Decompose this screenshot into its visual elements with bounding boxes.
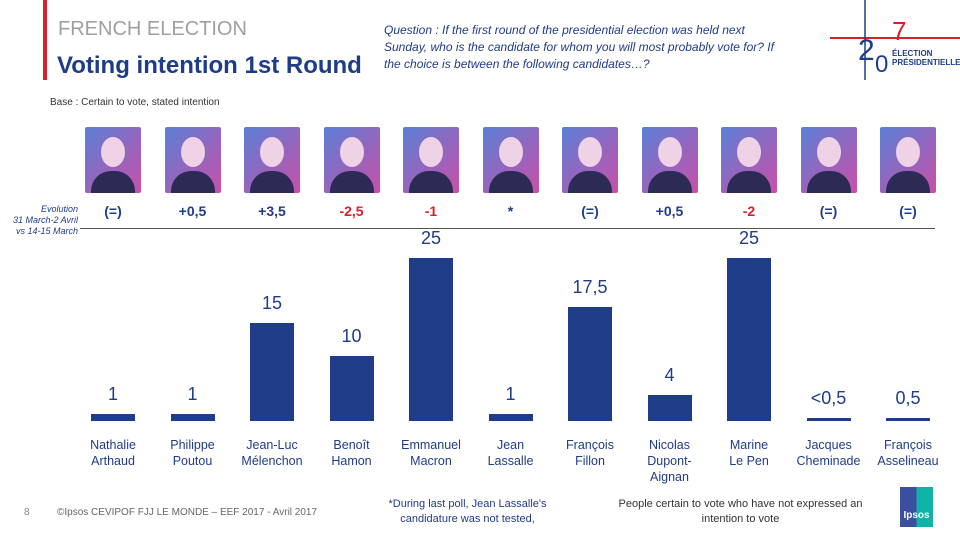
data-label: 10 xyxy=(341,325,362,346)
svg-text:PRÉSIDENTIELLE: PRÉSIDENTIELLE xyxy=(892,58,960,67)
bar xyxy=(488,414,533,421)
kicker: FRENCH ELECTION xyxy=(58,18,247,40)
candidate-portrait xyxy=(85,127,141,193)
candidate-name: Philippe Poutou xyxy=(148,437,238,469)
data-label: <0,5 xyxy=(810,387,847,408)
data-label: 17,5 xyxy=(572,276,608,297)
candidate-name-line: Jean-Luc xyxy=(246,438,298,452)
candidate-name-line: Benoît xyxy=(333,438,370,452)
evolution-value: -2 xyxy=(742,203,756,219)
bar xyxy=(170,414,215,421)
candidate-portrait xyxy=(721,127,777,193)
evolution-value: (=) xyxy=(104,203,122,219)
candidate-name: Benoît Hamon xyxy=(307,437,397,469)
candidate-portrait xyxy=(562,127,618,193)
question-text: Question : If the first round of the pre… xyxy=(384,23,774,71)
evolution-label-line: vs 14-15 March xyxy=(15,226,78,236)
candidate-name: François Asselineau xyxy=(863,437,953,469)
candidate-name-line: Fillon xyxy=(575,454,605,468)
candidate-name-line: Emmanuel xyxy=(401,438,461,452)
evolution-label-line: 31 March-2 Avril xyxy=(12,215,78,225)
copyright: ©Ipsos CEVIPOF FJJ LE MONDE – EEF 2017 -… xyxy=(57,507,318,518)
base-note: Base : Certain to vote, stated intention xyxy=(50,97,220,108)
data-label: 1 xyxy=(505,384,516,405)
ipsos-logo: Ipsos xyxy=(900,487,933,527)
data-label: 4 xyxy=(664,364,675,385)
candidate-name-line: Philippe xyxy=(170,438,215,452)
candidate-name-line: Cheminade xyxy=(796,454,861,468)
svg-text:7: 7 xyxy=(892,16,906,46)
data-label: 1 xyxy=(187,384,198,405)
evolution-value: -1 xyxy=(424,203,438,219)
candidate-name-line: Aignan xyxy=(650,470,689,484)
evolution-value: +0,5 xyxy=(655,203,684,219)
candidate-name-line: Nathalie xyxy=(90,438,136,452)
candidate-name: François Fillon xyxy=(545,437,635,469)
candidate-name-line: Le Pen xyxy=(729,454,769,468)
evolution-value: (=) xyxy=(899,203,917,219)
candidate-name-line: Macron xyxy=(410,454,452,468)
evolution-value: * xyxy=(507,203,514,219)
candidate-name-line: Nicolas xyxy=(649,438,690,452)
candidate-name-line: Poutou xyxy=(172,454,213,468)
candidate-portrait xyxy=(880,127,936,193)
candidate-name-line: Marine xyxy=(729,438,769,452)
candidate-name: Nicolas Dupont- Aignan xyxy=(625,437,715,485)
evolution-value: (=) xyxy=(581,203,599,219)
candidate-portrait xyxy=(244,127,300,193)
page-title: Voting intention 1st Round xyxy=(57,52,362,79)
candidate-name-line: Arthaud xyxy=(91,454,135,468)
bar xyxy=(727,258,771,421)
footnote-undeclared: People certain to vote who have not expr… xyxy=(618,498,863,525)
bar xyxy=(409,258,453,421)
candidate-name: Jean-Luc Mélenchon xyxy=(227,437,317,469)
candidate-portrait xyxy=(403,127,459,193)
page-number: 8 xyxy=(24,507,30,518)
candidate-name: Jean Lassalle xyxy=(466,437,556,469)
candidate-portrait xyxy=(800,127,857,193)
evolution-value: +0,5 xyxy=(178,203,207,219)
data-label: 25 xyxy=(420,228,442,248)
data-label: 15 xyxy=(261,293,283,314)
candidate-name: Jacques Cheminade xyxy=(784,437,874,469)
accent-bar xyxy=(43,0,47,80)
footnote-lassalle: *During last poll, Jean Lassalle's candi… xyxy=(388,498,547,525)
candidate-name: Nathalie Arthaud xyxy=(68,437,158,469)
bar xyxy=(886,417,930,421)
bar xyxy=(329,355,374,421)
svg-text:0: 0 xyxy=(875,51,888,78)
data-label: 1 xyxy=(107,384,118,405)
candidate-name-line: Dupont- xyxy=(647,454,692,468)
data-label: 0,5 xyxy=(895,387,921,408)
svg-text:ÉLECTION: ÉLECTION xyxy=(892,49,933,58)
data-label: 25 xyxy=(738,228,760,248)
election-2017-logo: 2 0 7 ÉLECTION PRÉSIDENTIELLE xyxy=(830,0,960,80)
bar xyxy=(568,306,612,421)
candidate-name-line: François xyxy=(884,438,932,452)
candidate-portrait xyxy=(482,127,539,193)
bar xyxy=(647,394,692,421)
candidate-name-line: Jean xyxy=(496,438,525,452)
evolution-label-line: Evolution xyxy=(40,204,78,214)
candidate-name-line: Lassalle xyxy=(487,454,534,468)
candidate-name-line: Asselineau xyxy=(877,454,939,468)
evolution-value: +3,5 xyxy=(258,203,286,219)
candidate-portrait xyxy=(641,127,698,193)
bar xyxy=(250,323,294,421)
candidate-name: Marine Le Pen xyxy=(704,437,794,469)
bar xyxy=(806,417,851,421)
evolution-label: Evolution 31 March-2 Avril vs 14-15 Marc… xyxy=(0,204,78,237)
candidate-name-line: Mélenchon xyxy=(241,454,303,468)
candidate-portrait xyxy=(164,127,221,193)
candidate-name-line: Hamon xyxy=(331,454,372,468)
candidate-name-line: François xyxy=(566,438,614,452)
evolution-value: (=) xyxy=(819,203,838,219)
bar xyxy=(91,414,135,421)
evolution-divider xyxy=(80,228,935,229)
evolution-value: -2,5 xyxy=(339,203,364,219)
candidate-name: Emmanuel Macron xyxy=(386,437,476,469)
candidate-portrait xyxy=(323,127,380,193)
candidate-name-line: Jacques xyxy=(805,438,852,452)
svg-text:2: 2 xyxy=(858,34,875,67)
